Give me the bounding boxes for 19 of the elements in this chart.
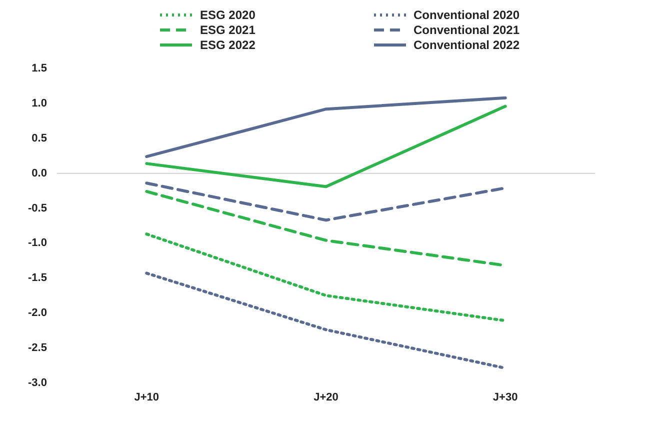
legend-label: ESG 2021 — [200, 23, 256, 37]
legend-label: Conventional 2022 — [414, 38, 520, 52]
x-tick-label: J+20 — [314, 391, 338, 404]
legend-label: ESG 2022 — [200, 38, 256, 52]
x-tick-label: J+30 — [492, 391, 518, 404]
y-tick-label: -2.0 — [28, 307, 47, 320]
y-tick-label: -2.5 — [28, 342, 47, 354]
y-tick-label: -1.5 — [28, 272, 47, 284]
y-tick-label: -1.0 — [28, 237, 47, 250]
y-tick-label: -3.0 — [28, 376, 47, 389]
y-tick-label: 0.0 — [32, 167, 47, 180]
y-tick-label: 0.5 — [32, 132, 47, 144]
legend-label: Conventional 2020 — [414, 8, 520, 22]
y-tick-label: 1.0 — [32, 98, 47, 110]
legend-label: ESG 2020 — [200, 8, 256, 22]
y-tick-label: -0.5 — [28, 202, 47, 214]
x-tick-label: J+10 — [134, 391, 160, 404]
legend-label: Conventional 2021 — [414, 23, 520, 37]
y-tick-label: 1.5 — [32, 62, 47, 75]
